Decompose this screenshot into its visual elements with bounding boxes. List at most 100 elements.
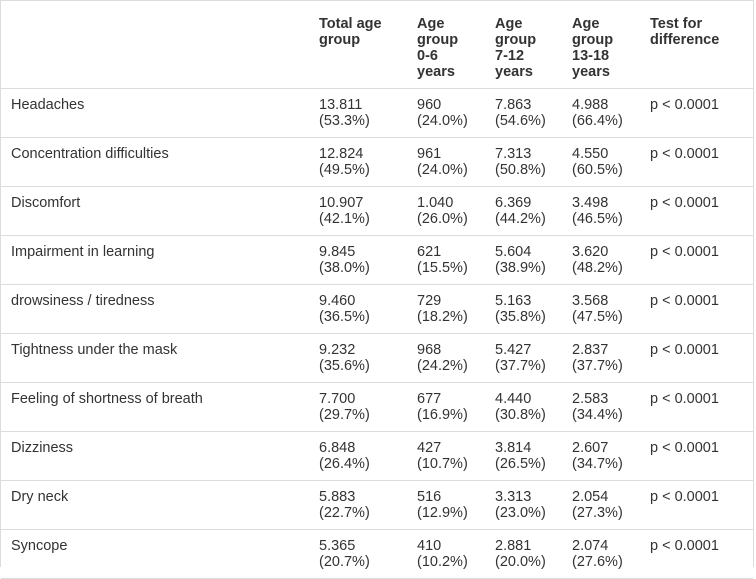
- age-7-12-percent: (30.8%): [495, 407, 546, 423]
- header-g3-line: Age: [572, 16, 600, 32]
- age-7-12-percent: (37.7%): [495, 358, 546, 374]
- table-header: Total age group Age group 0-6 years Age …: [1, 0, 753, 89]
- symptom-label: Headaches: [1, 88, 311, 138]
- age-13-18-cell: 4.988 (66.4%): [564, 88, 642, 138]
- age-7-12-cell: 7.313 (50.8%): [487, 137, 564, 187]
- age-7-12-value: 5.604: [495, 244, 532, 260]
- p-value-cell: p < 0.0001: [642, 431, 753, 481]
- total-percent: (53.3%): [319, 113, 370, 129]
- p-value: p < 0.0001: [650, 293, 719, 309]
- header-g3-line: years: [572, 64, 610, 80]
- p-value-cell: p < 0.0001: [642, 137, 753, 187]
- age-0-6-cell: 729 (18.2%): [409, 284, 487, 334]
- header-age-7-12: Age group 7-12 years: [487, 0, 564, 89]
- age-13-18-value: 3.568: [572, 293, 609, 309]
- header-g1-line: Age: [417, 16, 445, 32]
- age-13-18-cell: 2.054 (27.3%): [564, 480, 642, 530]
- symptom-label-text: Syncope: [11, 538, 68, 554]
- age-13-18-value: 4.550: [572, 146, 609, 162]
- symptom-label: Dizziness: [1, 431, 311, 481]
- p-value: p < 0.0001: [650, 391, 719, 407]
- age-13-18-percent: (37.7%): [572, 358, 623, 374]
- age-13-18-percent: (66.4%): [572, 113, 623, 129]
- age-0-6-percent: (12.9%): [417, 505, 468, 521]
- p-value: p < 0.0001: [650, 146, 719, 162]
- total-cell: 12.824 (49.5%): [311, 137, 409, 187]
- total-percent: (38.0%): [319, 260, 370, 276]
- age-0-6-percent: (26.0%): [417, 211, 468, 227]
- total-value: 13.811: [319, 97, 363, 113]
- age-13-18-value: 2.583: [572, 391, 609, 407]
- total-cell: 9.845 (38.0%): [311, 235, 409, 285]
- symptom-label: Dry neck: [1, 480, 311, 530]
- age-0-6-value: 677: [417, 391, 442, 407]
- age-0-6-percent: (24.0%): [417, 113, 468, 129]
- age-7-12-cell: 5.163 (35.8%): [487, 284, 564, 334]
- age-0-6-percent: (24.0%): [417, 162, 468, 178]
- header-test-line: difference: [650, 32, 720, 48]
- age-0-6-value: 410: [417, 538, 442, 554]
- age-13-18-value: 2.074: [572, 538, 609, 554]
- age-0-6-percent: (15.5%): [417, 260, 468, 276]
- age-7-12-value: 5.427: [495, 342, 532, 358]
- age-13-18-cell: 3.498 (46.5%): [564, 186, 642, 236]
- age-7-12-percent: (26.5%): [495, 456, 546, 472]
- total-cell: 9.232 (35.6%): [311, 333, 409, 383]
- age-7-12-value: 4.440: [495, 391, 532, 407]
- age-7-12-value: 3.313: [495, 489, 532, 505]
- table-row: Feeling of shortness of breath 7.700 (29.…: [1, 382, 753, 432]
- total-percent: (35.6%): [319, 358, 370, 374]
- age-0-6-cell: 621 (15.5%): [409, 235, 487, 285]
- age-13-18-cell: 4.550 (60.5%): [564, 137, 642, 187]
- symptom-label: Concentration difficulties: [1, 137, 311, 187]
- age-13-18-cell: 3.568 (47.5%): [564, 284, 642, 334]
- header-age-13-18: Age group 13-18 years: [564, 0, 642, 89]
- p-value-cell: p < 0.0001: [642, 284, 753, 334]
- p-value-cell: p < 0.0001: [642, 480, 753, 530]
- table-body: Headaches 13.811 (53.3%) 960 (24.0%) 7.863…: [1, 88, 753, 579]
- age-13-18-percent: (34.7%): [572, 456, 623, 472]
- header-total: Total age group: [311, 0, 409, 89]
- p-value: p < 0.0001: [650, 244, 719, 260]
- age-7-12-cell: 2.881 (20.0%): [487, 529, 564, 579]
- age-0-6-value: 968: [417, 342, 442, 358]
- total-value: 9.460: [319, 293, 356, 309]
- header-symptom: [1, 0, 311, 89]
- header-total-line: Total age: [319, 16, 382, 32]
- p-value: p < 0.0001: [650, 342, 719, 358]
- age-13-18-cell: 3.620 (48.2%): [564, 235, 642, 285]
- p-value: p < 0.0001: [650, 440, 719, 456]
- p-value-cell: p < 0.0001: [642, 186, 753, 236]
- total-percent: (29.7%): [319, 407, 370, 423]
- p-value-cell: p < 0.0001: [642, 235, 753, 285]
- age-7-12-percent: (44.2%): [495, 211, 546, 227]
- header-g3-line: group: [572, 32, 614, 48]
- age-13-18-value: 3.498: [572, 195, 609, 211]
- age-0-6-cell: 427 (10.7%): [409, 431, 487, 481]
- age-0-6-cell: 677 (16.9%): [409, 382, 487, 432]
- age-7-12-cell: 5.604 (38.9%): [487, 235, 564, 285]
- total-cell: 7.700 (29.7%): [311, 382, 409, 432]
- total-value: 5.365: [319, 538, 356, 554]
- age-13-18-percent: (46.5%): [572, 211, 623, 227]
- age-7-12-percent: (38.9%): [495, 260, 546, 276]
- header-g1-line: 0-6: [417, 48, 438, 64]
- table-row: Syncope 5.365 (20.7%) 410 (10.2%) 2.881 (20…: [1, 529, 753, 579]
- p-value: p < 0.0001: [650, 489, 719, 505]
- age-0-6-cell: 1.040 (26.0%): [409, 186, 487, 236]
- total-percent: (20.7%): [319, 554, 370, 570]
- symptom-label: Syncope: [1, 529, 311, 579]
- age-0-6-cell: 516 (12.9%): [409, 480, 487, 530]
- age-7-12-value: 6.369: [495, 195, 532, 211]
- total-percent: (22.7%): [319, 505, 370, 521]
- age-0-6-percent: (18.2%): [417, 309, 468, 325]
- total-value: 9.232: [319, 342, 356, 358]
- age-13-18-cell: 2.837 (37.7%): [564, 333, 642, 383]
- symptom-label-text: Tightness under the mask: [11, 342, 178, 358]
- header-g2-line: Age: [495, 16, 523, 32]
- age-7-12-value: 7.313: [495, 146, 532, 162]
- header-g1-line: group: [417, 32, 459, 48]
- table-row: Headaches 13.811 (53.3%) 960 (24.0%) 7.863…: [1, 88, 753, 138]
